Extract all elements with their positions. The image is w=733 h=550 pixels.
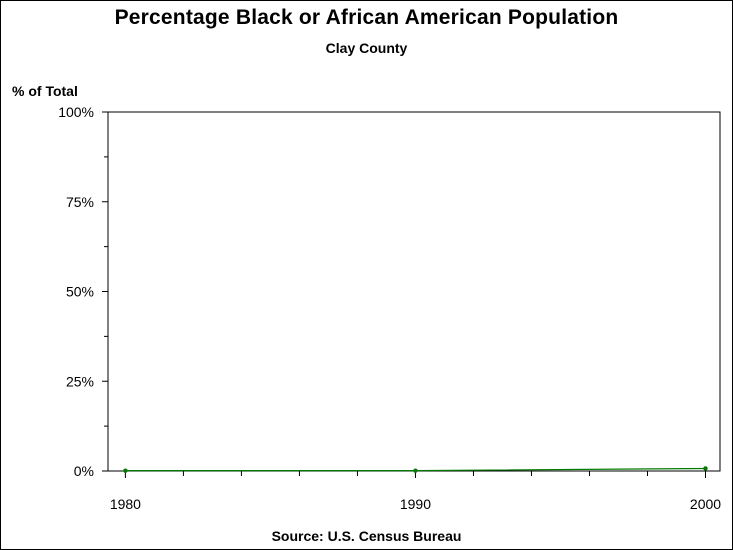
chart-title: Percentage Black or African American Pop…	[114, 6, 619, 29]
y-tick-label: 75%	[66, 194, 94, 210]
data-point	[703, 466, 708, 471]
x-tick-label: 1980	[110, 496, 141, 512]
plot-area	[107, 111, 721, 472]
y-tick-label: 0%	[74, 463, 94, 479]
y-tick-label: 50%	[66, 284, 94, 300]
data-point	[123, 468, 128, 473]
x-tick-label: 2000	[690, 496, 721, 512]
x-axis: 1980 1990 2000	[110, 471, 721, 512]
y-axis-label: % of Total	[12, 83, 78, 99]
series-layer	[123, 466, 708, 473]
y-axis: 0% 25% 50% 75% 100%	[58, 104, 108, 479]
y-tick-label: 100%	[58, 104, 94, 120]
source-footnote: Source: U.S. Census Bureau	[271, 528, 462, 544]
y-tick-label: 25%	[66, 373, 94, 389]
x-tick-label: 1990	[400, 496, 431, 512]
chart-subtitle: Clay County	[325, 40, 408, 56]
data-point	[413, 468, 418, 473]
